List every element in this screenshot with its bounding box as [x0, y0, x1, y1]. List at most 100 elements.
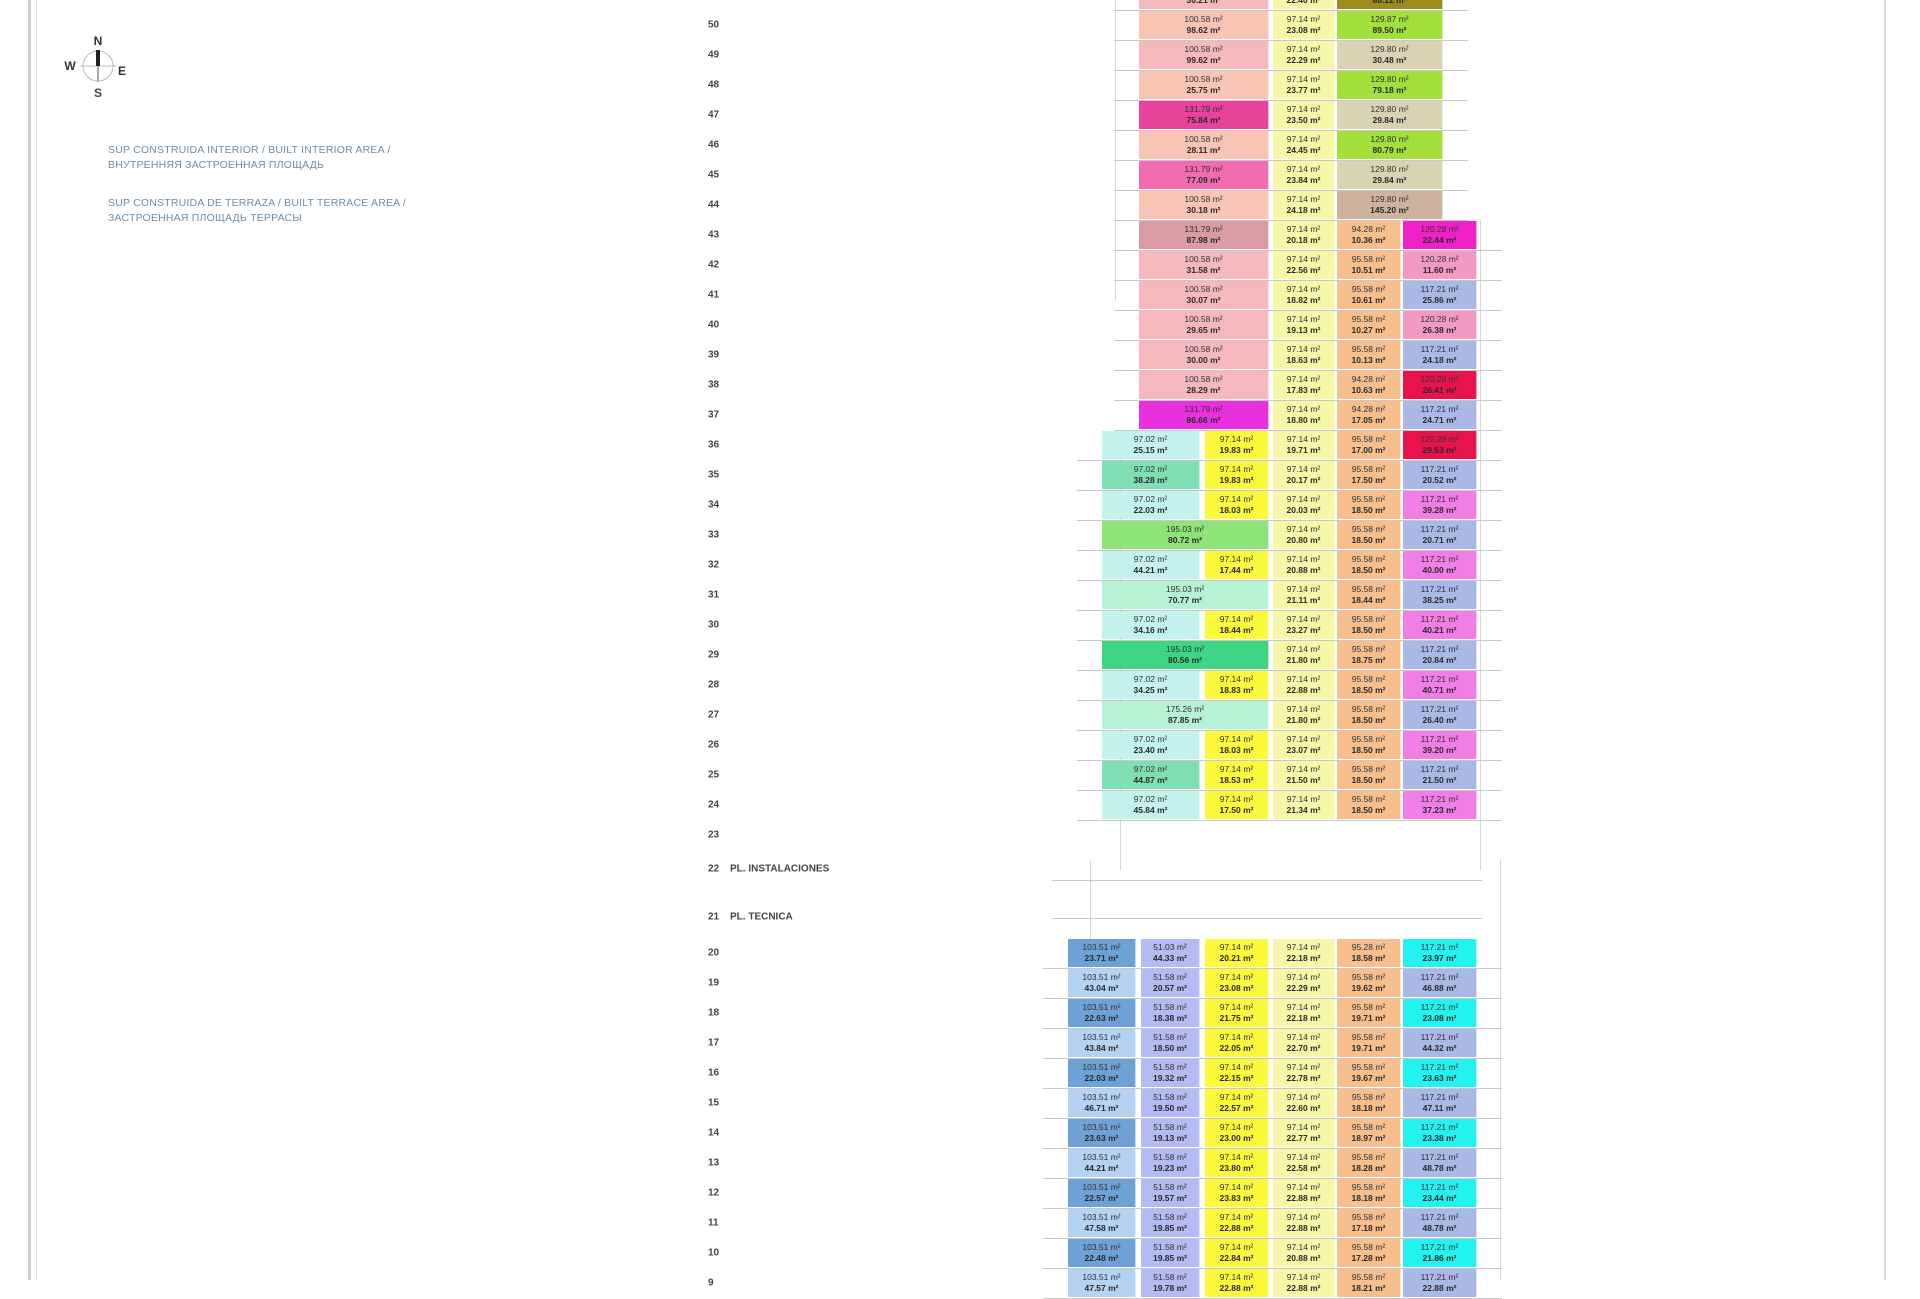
terrace-area: 18.50 m² — [1351, 564, 1386, 575]
unit-cell: 117.21 m² 44.32 m² — [1403, 1029, 1477, 1057]
unit-cell: 195.03 m² 80.72 m² — [1102, 520, 1269, 549]
interior-area: 97.14 m² — [1286, 703, 1321, 714]
terrace-area: 17.18 m² — [1351, 1223, 1386, 1233]
unit-cell: 117.21 m² 48.78 m² — [1403, 1149, 1477, 1177]
interior-area: 97.14 m² — [1286, 283, 1321, 294]
floor-line — [1043, 1148, 1502, 1149]
unit-cell: 97.02 m² 44.21 m² — [1102, 550, 1200, 579]
terrace-area: 21.50 m² — [1422, 774, 1457, 785]
unit-cell: 117.21 m² 46.88 m² — [1403, 969, 1477, 997]
terrace-area: 22.18 m² — [1286, 1013, 1321, 1023]
terrace-area: 26.40 m² — [1422, 714, 1457, 725]
unit-cell: 95.58 m² 18.50 m² — [1337, 490, 1401, 519]
terrace-area: 80.56 m² — [1167, 654, 1203, 665]
unit-cell: 95.58 m² 18.50 m² — [1337, 670, 1401, 699]
interior-area: 94.28 m² — [1351, 403, 1386, 414]
interior-area: 120.28 m² — [1420, 313, 1459, 324]
terrace-area: 22.03 m² — [1133, 504, 1168, 515]
interior-area: 97.14 m² — [1286, 793, 1321, 804]
floor-line — [1077, 549, 1502, 551]
unit-cell: 97.14 m² 22.29 m² — [1273, 969, 1335, 997]
interior-area: 97.14 m² — [1286, 523, 1321, 534]
interior-area: 129.80 m² — [1370, 73, 1409, 84]
interior-area: 103.51 m² — [1082, 1032, 1121, 1042]
floor-label: 24 — [708, 799, 730, 810]
floor-line — [1043, 1238, 1502, 1239]
interior-area: 97.14 m² — [1219, 1122, 1254, 1132]
unit-cell: 95.58 m² 17.18 m² — [1337, 1209, 1401, 1237]
unit-cell: 117.21 m² 23.38 m² — [1403, 1119, 1477, 1147]
floor-number: 26 — [708, 739, 720, 750]
unit-cell: 117.21 m² 23.08 m² — [1403, 999, 1477, 1027]
interior-area: 97.14 m² — [1286, 1032, 1321, 1042]
terrace-area: 17.50 m² — [1351, 474, 1386, 485]
interior-area: 103.51 m² — [1082, 1212, 1121, 1222]
unit-cell: 117.21 m² 25.86 m² — [1403, 280, 1477, 309]
terrace-area: 22.88 m² — [1286, 1223, 1321, 1233]
floor-line — [1114, 369, 1502, 371]
interior-area: 97.14 m² — [1219, 763, 1254, 774]
unit-cell: 95.58 m² 19.71 m² — [1337, 999, 1401, 1027]
interior-area: 95.58 m² — [1351, 1062, 1386, 1072]
terrace-area: 18.50 m² — [1351, 534, 1386, 545]
sheet-border-left-inner — [36, 0, 37, 1280]
unit-cell: 97.14 m² 21.11 m² — [1273, 580, 1335, 609]
terrace-area: 20.57 m² — [1152, 983, 1188, 993]
terrace-area: 22.84 m² — [1219, 1253, 1254, 1263]
floor-number: 44 — [708, 199, 720, 210]
interior-area: 97.14 m² — [1286, 1152, 1321, 1162]
interior-area: 117.21 m² — [1420, 343, 1459, 354]
unit-cell: 97.14 m² 20.17 m² — [1273, 460, 1335, 489]
floor-line — [1077, 759, 1502, 761]
unit-cell: 117.21 m² 23.97 m² — [1403, 939, 1477, 967]
unit-cell: 97.14 m² 23.07 m² — [1273, 730, 1335, 759]
unit-cell: 117.21 m² 24.71 m² — [1403, 400, 1477, 429]
unit-cell: 51.58 m² 19.32 m² — [1141, 1059, 1200, 1087]
interior-area: 97.14 m² — [1286, 1122, 1321, 1132]
floor-label: 15 — [708, 1098, 730, 1109]
interior-area: 117.21 m² — [1420, 1062, 1459, 1072]
terrace-area: 23.08 m² — [1286, 24, 1321, 35]
floor-label: 37 — [708, 409, 730, 420]
terrace-area: 23.63 m² — [1084, 1133, 1119, 1143]
terrace-area: 79.18 m² — [1372, 84, 1407, 95]
terrace-area: 20.03 m² — [1286, 504, 1321, 515]
floor-line — [1043, 1208, 1502, 1209]
unit-cell: 97.14 m² 22.18 m² — [1273, 939, 1335, 967]
terrace-area: 24.45 m² — [1286, 144, 1321, 155]
terrace-area: 18.80 m² — [1286, 414, 1321, 425]
terrace-area: 29.84 m² — [1372, 174, 1407, 185]
unit-cell: 97.14 m² 22.57 m² — [1205, 1089, 1269, 1117]
interior-area: 95.58 m² — [1351, 1122, 1386, 1132]
interior-area: 117.21 m² — [1420, 463, 1459, 474]
unit-cell: 117.21 m² 47.11 m² — [1403, 1089, 1477, 1117]
terrace-area: 26.38 m² — [1422, 324, 1457, 335]
unit-cell: 95.58 m² 10.27 m² — [1337, 310, 1401, 339]
interior-area: 51.58 m² — [1153, 1122, 1187, 1132]
terrace-area: 20.52 m² — [1422, 474, 1457, 485]
unit-cell: 97.14 m² 18.80 m² — [1273, 400, 1335, 429]
floor-line — [1077, 819, 1502, 821]
unit-cell: 129.80 m²88.12 m² — [1337, 0, 1443, 9]
terrace-area: 18.50 m² — [1351, 684, 1386, 695]
terrace-area: 22.88 m² — [1422, 1283, 1457, 1293]
interior-area: 51.58 m² — [1153, 1152, 1187, 1162]
interior-area: 95.58 m² — [1351, 433, 1386, 444]
floor-label: 41 — [708, 289, 730, 300]
terrace-area: 23.44 m² — [1422, 1193, 1457, 1203]
terrace-area: 30.48 m² — [1372, 54, 1407, 65]
interior-area: 97.14 m² — [1219, 942, 1254, 952]
terrace-area: 29.65 m² — [1186, 324, 1221, 335]
interior-area: 100.58 m² — [1184, 283, 1223, 294]
floor-label: 12 — [708, 1188, 730, 1199]
unit-cell: 95.58 m² 10.13 m² — [1337, 340, 1401, 369]
terrace-area: 21.75 m² — [1219, 1013, 1254, 1023]
floor-number: 48 — [708, 79, 720, 90]
interior-area: 97.14 m² — [1286, 613, 1321, 624]
unit-cell: 95.58 m² 17.00 m² — [1337, 430, 1401, 459]
terrace-area: 23.83 m² — [1219, 1193, 1254, 1203]
unit-cell: 97.14 m² 22.58 m² — [1273, 1149, 1335, 1177]
terrace-area: 48.78 m² — [1422, 1223, 1457, 1233]
unit-cell: 129.80 m² 29.84 m² — [1337, 160, 1443, 189]
